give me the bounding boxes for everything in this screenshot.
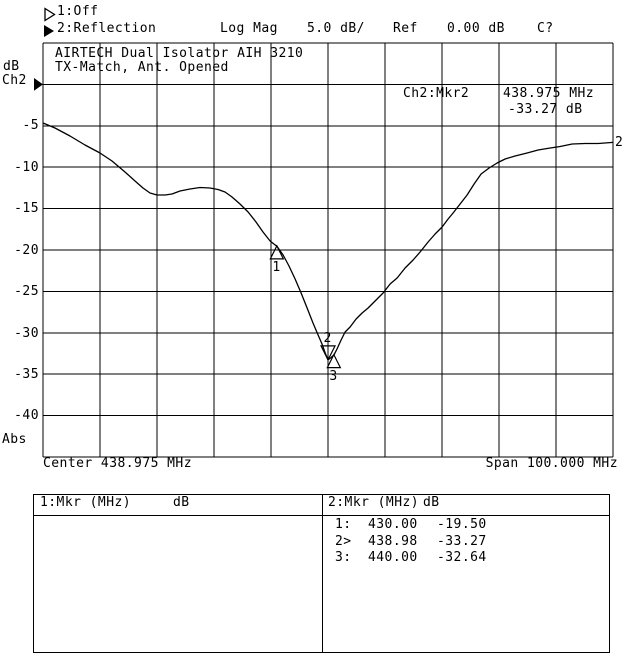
measurement-title-line1: AIRTECH Dual Isolator AIH 3210 <box>55 46 304 61</box>
table-row-2-index: 2> <box>335 533 352 549</box>
table-row-3-db: -32.64 <box>437 550 487 565</box>
marker-2-triangle-icon <box>320 345 336 362</box>
graticule <box>42 42 614 458</box>
annunciator-format: Log Mag <box>220 21 278 36</box>
marker-1-number-label: 1 <box>272 259 281 275</box>
table-row-1-index: 1: <box>335 517 352 532</box>
y-tick--15: -15 <box>14 201 39 216</box>
measurement-title-line2: TX-Match, Ant. Opened <box>55 60 229 75</box>
marker-3-number-label: 3 <box>329 368 338 384</box>
annunciator-correction: C? <box>537 21 554 36</box>
table-row-1-db: -19.50 <box>437 517 487 532</box>
marker-table-frame <box>33 494 610 653</box>
marker-3-triangle-icon <box>326 353 342 369</box>
annunciator-ref-label: Ref <box>393 21 418 36</box>
y-tick--20: -20 <box>14 242 39 258</box>
y-tick--25: -25 <box>14 284 39 299</box>
annunciator-ch1-state: 1:Off <box>57 4 99 19</box>
table-left-unit: dB <box>173 495 190 510</box>
channel1-hollow-arrow-icon <box>44 7 56 22</box>
table-row-2-freq: 438.98 <box>368 533 418 549</box>
center-frequency-label: Center 438.975 MHz <box>43 456 192 471</box>
y-tick--35: -35 <box>14 367 39 382</box>
trace-number-label: 2 <box>615 135 624 150</box>
span-label: Span 100.000 MHz <box>485 456 618 471</box>
channel2-active-arrow-icon <box>44 25 54 37</box>
y-tick--30: -30 <box>14 325 39 341</box>
marker-readout-level: -33.27 dB <box>508 102 583 117</box>
table-row-3-freq: 440.00 <box>368 550 418 565</box>
table-row-3-index: 3: <box>335 550 352 565</box>
table-row-1-freq: 430.00 <box>368 517 418 532</box>
marker-readout-freq: 438.975 MHz <box>503 86 595 101</box>
y-axis-channel-label: Ch2 <box>2 73 27 88</box>
table-right-header: 2:Mkr (MHz) <box>328 495 420 510</box>
annunciator-scale: 5.0 dB/ <box>307 21 365 36</box>
reference-level-arrow-icon <box>34 78 43 91</box>
y-axis-unit-label: dB <box>3 59 20 74</box>
trace-2 <box>42 122 614 361</box>
trace-markers <box>269 244 342 369</box>
marker-1-triangle-icon <box>269 244 285 260</box>
y-tick--5: -5 <box>22 118 39 133</box>
table-right-unit: dB <box>423 495 440 510</box>
marker-2-number-label: 2 <box>323 330 332 346</box>
table-row-2-db: -33.27 <box>437 533 487 549</box>
annunciator-ch2-meas: 2:Reflection <box>57 21 157 36</box>
y-tick--10: -10 <box>14 159 39 175</box>
y-axis-mode-label: Abs <box>2 432 27 447</box>
marker-readout-label: Ch2:Mkr2 <box>403 86 470 101</box>
table-left-header: 1:Mkr (MHz) <box>40 495 132 510</box>
annunciator-ref-value: 0.00 dB <box>447 21 505 36</box>
y-tick--40: -40 <box>14 408 39 423</box>
